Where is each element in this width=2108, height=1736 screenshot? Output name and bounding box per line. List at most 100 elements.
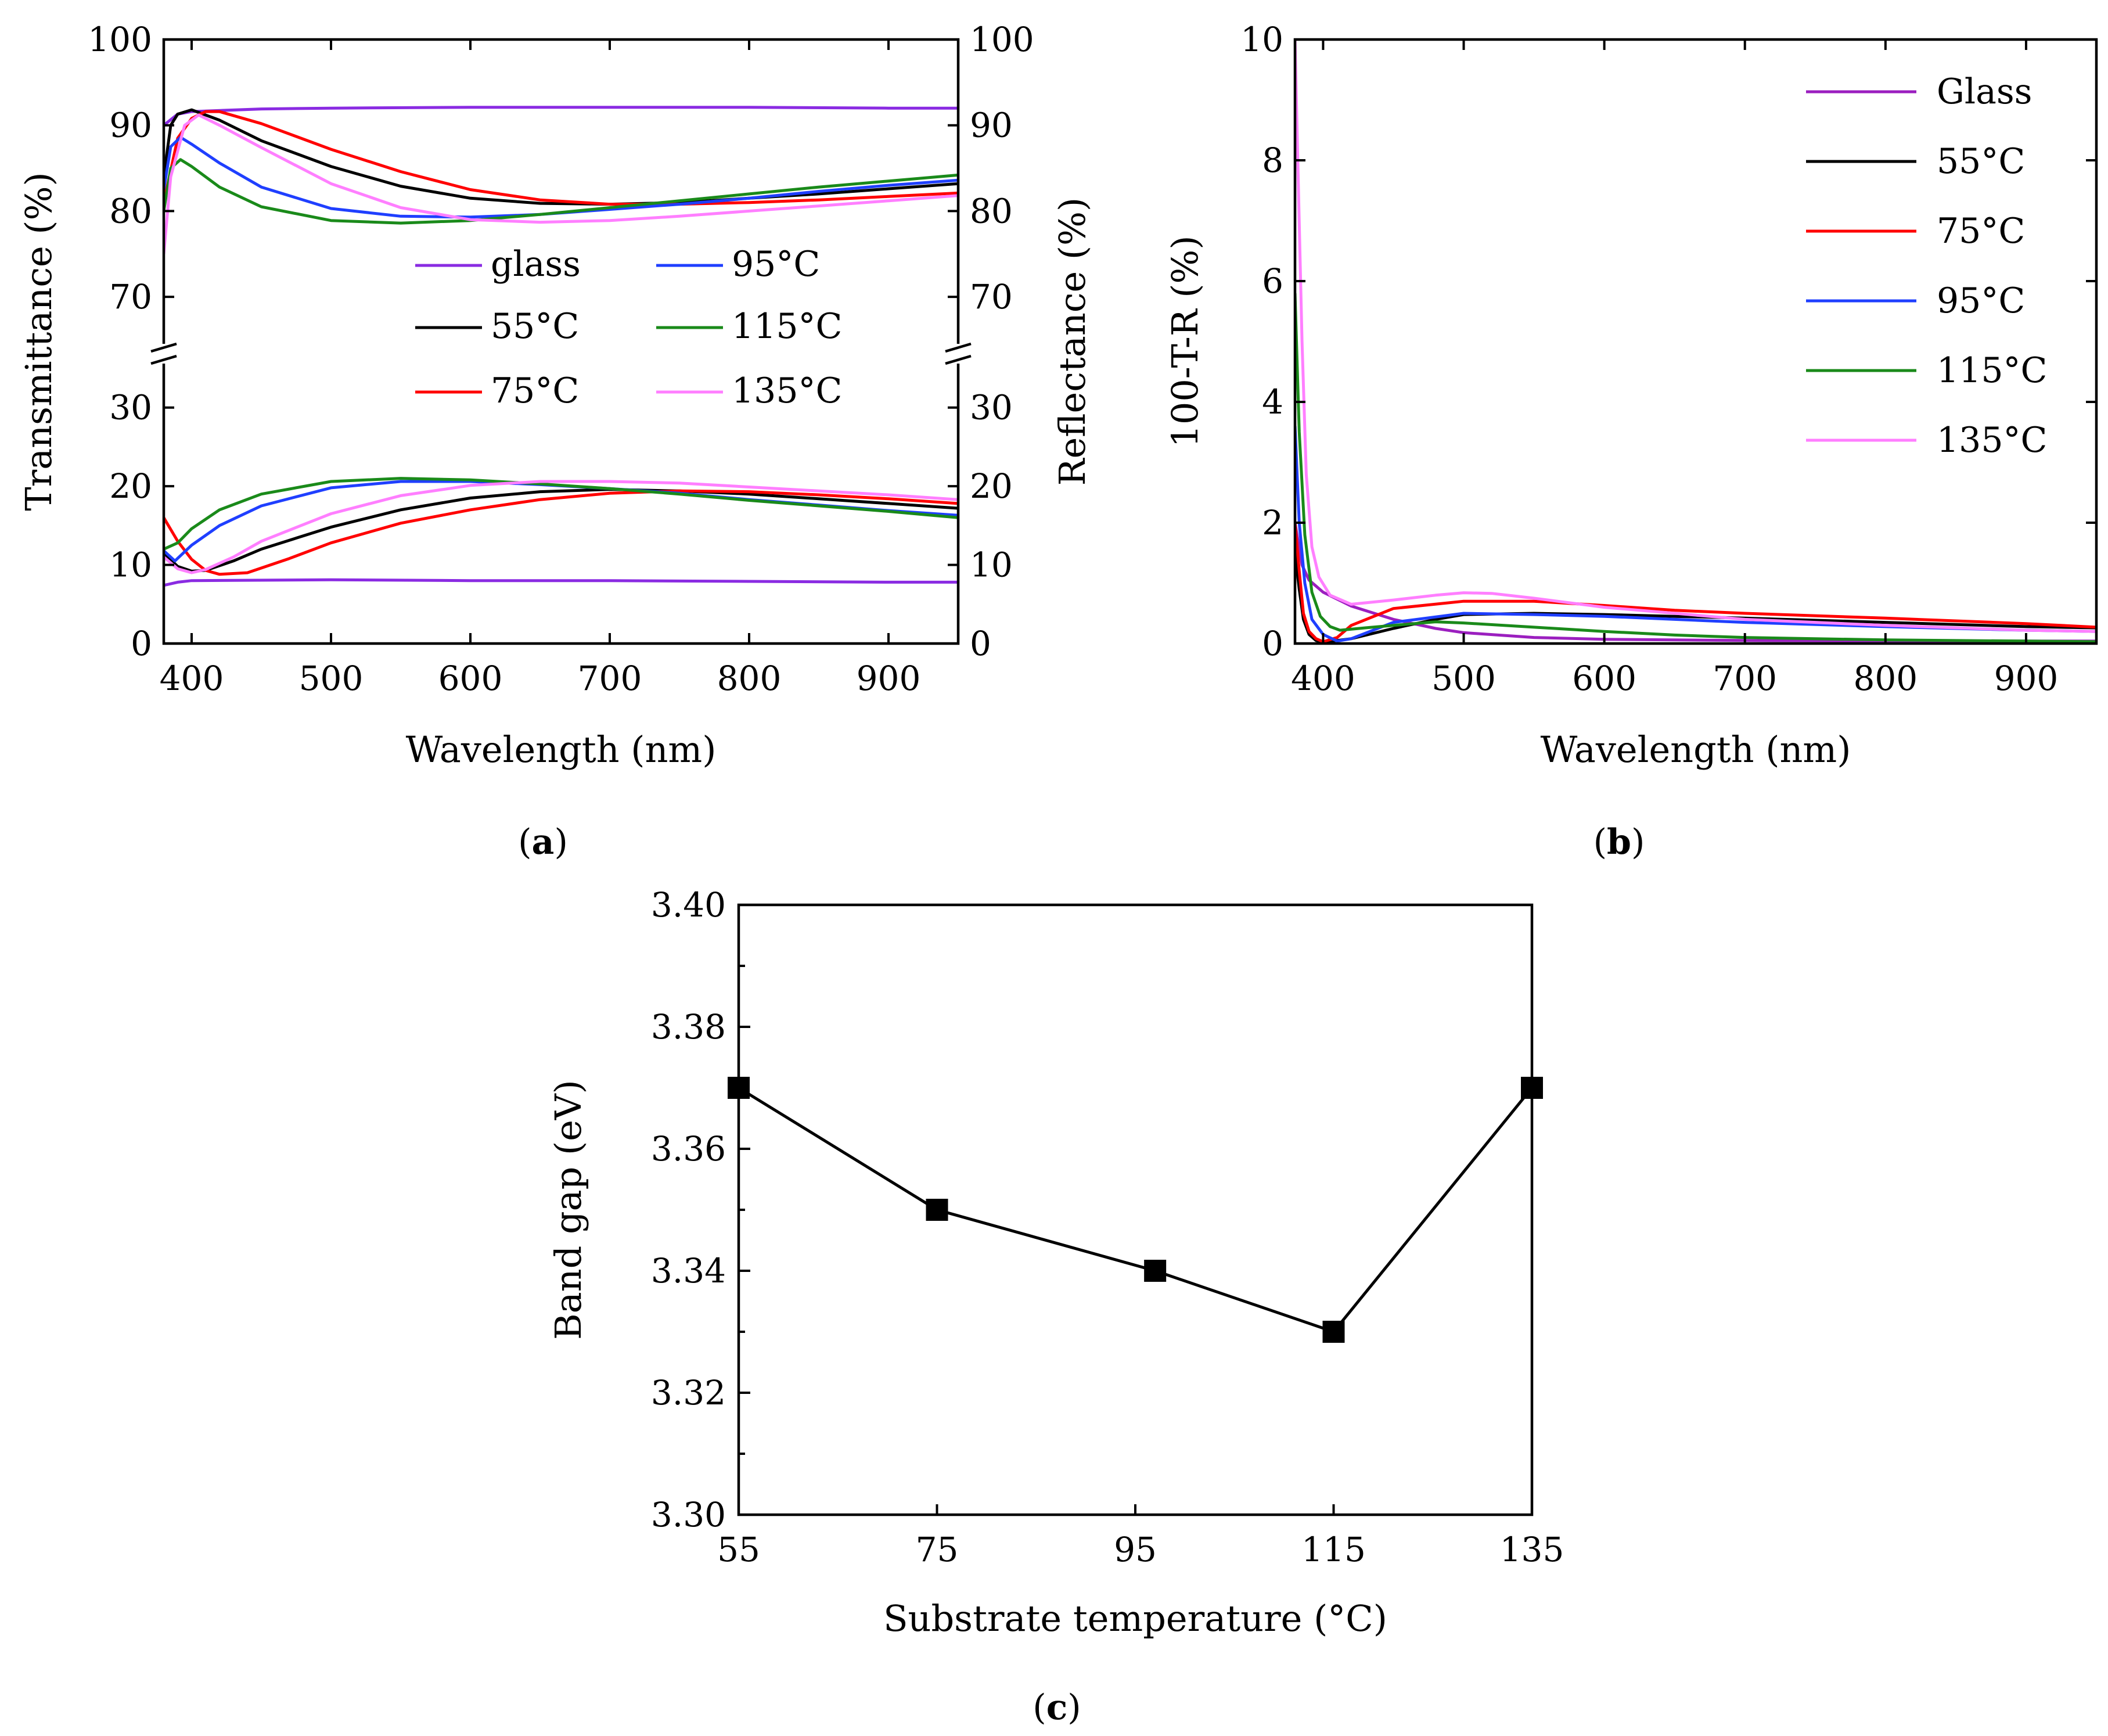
panel-a-transmittance-line-0: [164, 106, 958, 127]
panel-c-x-tick-label: 75: [916, 1530, 959, 1569]
panel-a-right-y-tick-label: 70: [970, 277, 1013, 317]
panel-a-legend-label: glass: [491, 244, 581, 285]
panel-a-legend-label: 75°C: [491, 371, 579, 411]
panel-a-y-tick-label: 80: [109, 191, 152, 231]
panel-c-y-tick-label: 3.40: [651, 885, 726, 925]
panel-c-plot-area: [728, 1077, 1543, 1343]
panel-b-y-tick-label: 8: [1262, 141, 1283, 180]
panel-b-x-tick-label: 700: [1713, 659, 1777, 698]
panel-a-y-tick-label: 70: [109, 277, 152, 317]
panel-c-data-point: [926, 1199, 948, 1221]
panel-a-axis-break-mark-right-1: [945, 342, 972, 353]
panel-b-y-axis-label: 100-T-R (%): [1164, 235, 1206, 447]
panel-a-plot-area: [164, 106, 958, 587]
panel-b-axes: 400 500 600 700 800 900 0 2 4 6 8 10: [1240, 20, 2096, 698]
panel-a-right-y-tick-label: 10: [970, 545, 1013, 585]
panel-a-y-tick-label: 100: [88, 20, 152, 59]
panel-a-transmittance-line-5: [164, 113, 958, 254]
panel-b-line-4: [1295, 293, 2096, 644]
panel-c-caption-letter: c: [1046, 1687, 1068, 1728]
panel-a-x-tick-label: 900: [857, 659, 921, 698]
panel-c-data-point: [1322, 1321, 1345, 1343]
panel-a-y-tick-label: 90: [109, 106, 152, 145]
panel-b-legend-label: 135°C: [1937, 420, 2047, 461]
panel-b-plot-area: [1295, 39, 2096, 644]
panel-a-legend-label: 115°C: [732, 306, 842, 347]
panel-a-legend: glass 55°C 75°C 95°C 115°C 135°C: [415, 244, 842, 411]
panel-a-y-axis-label: Transmittance (%): [17, 172, 60, 511]
panel-b-line-3: [1295, 426, 2096, 643]
panel-c-x-tick-label: 55: [717, 1530, 760, 1569]
panel-c-y-axis-label: Band gap (eV): [547, 1080, 589, 1340]
panel-a-reflectance-line-5: [164, 480, 958, 574]
panel-b-legend-label: 95°C: [1937, 281, 2025, 321]
panel-b-legend-label: 115°C: [1937, 350, 2047, 391]
panel-a-axis-break-mark-left-1: [150, 342, 177, 353]
panel-b-x-tick-label: 900: [1994, 659, 2059, 698]
panel-a-right-y-tick-label: 30: [970, 388, 1013, 427]
panel-a-x-tick-label: 800: [717, 659, 782, 698]
panel-c-data-point: [1144, 1260, 1167, 1282]
panel-a-reflectance-line-2: [164, 489, 958, 576]
panel-c-axes: 55 75 95 115 135 3.30 3.32 3.34 3.36 3.38 3.40: [651, 885, 1564, 1569]
panel-c-x-tick-label: 115: [1301, 1530, 1366, 1569]
panel-a-right-y-tick-label: 20: [970, 466, 1013, 506]
panel-b-y-tick-label: 2: [1262, 503, 1283, 542]
panel-b-x-tick-label: 400: [1291, 659, 1355, 698]
panel-a-caption-letter: a: [532, 822, 555, 862]
panel-a-right-y-axis-label: Reflectance (%): [1051, 197, 1093, 486]
panel-b-legend: Glass 55°C 75°C 95°C 115°C 135°C: [1806, 71, 2047, 461]
panel-a-right-y-tick-label: 0: [970, 624, 991, 663]
panel-b-line-2: [1295, 522, 2096, 644]
panel-c-frame: [737, 903, 1534, 1516]
panel-a-reflectance-line-0: [164, 578, 958, 587]
panel-a-legend-label: 135°C: [732, 371, 842, 411]
panel-b-y-tick-label: 0: [1262, 624, 1283, 663]
panel-b-legend-label: Glass: [1937, 71, 2032, 112]
panel-a-y-tick-label: 20: [109, 466, 152, 506]
panel-b-legend-label: 55°C: [1937, 141, 2025, 182]
panel-c-y-tick-label: 3.30: [651, 1495, 726, 1534]
panel-c-y-tick-label: 3.38: [651, 1007, 726, 1047]
panel-b-line-5: [1295, 39, 2096, 633]
panel-b-caption-letter: b: [1607, 822, 1631, 862]
panel-a-y-tick-label: 0: [131, 624, 152, 663]
panel-a-reflectance-line-4: [164, 477, 958, 551]
panel-b-series-group: [1295, 39, 2096, 644]
panel-a-x-tick-label: 700: [578, 659, 642, 698]
panel-a-right-y-tick-label: 100: [970, 20, 1034, 59]
panel-c-x-tick-label: 95: [1114, 1530, 1157, 1569]
panel-c-y-tick-label: 3.36: [651, 1129, 726, 1169]
panel-a-legend-label: 55°C: [491, 306, 579, 347]
panel-b-x-tick-label: 800: [1853, 659, 1918, 698]
panel-a-series-group: [164, 106, 958, 587]
panel-c-caption: (c): [1033, 1687, 1081, 1728]
panel-a-right-y-tick-label: 80: [970, 191, 1013, 231]
panel-c-data-point: [1521, 1077, 1543, 1099]
panel-a-x-axis-label: Wavelength (nm): [406, 728, 717, 771]
panel-b-x-tick-label: 600: [1572, 659, 1636, 698]
panel-b-x-tick-label: 500: [1431, 659, 1496, 698]
panel-a-x-tick-label: 600: [438, 659, 503, 698]
panel-a-axis-break-mark-left-2: [150, 354, 177, 365]
panel-a-caption: (a): [518, 822, 568, 862]
panel-b-absorptance: 400 500 600 700 800 900 0 2 4 6 8 10 Wavelength (nm…: [1164, 20, 2098, 862]
panel-a-y-tick-label: 30: [109, 388, 152, 427]
panel-a-transmittance-reflectance: 400 500 600 700 800 900 70 70 80 80 90 90 100 100 0 0 10…: [17, 20, 1093, 862]
panel-c-band-gap: 55 75 95 115 135 3.30 3.32 3.34 3.36 3.38 3.40 Sub…: [547, 885, 1564, 1728]
panel-c-x-axis-label: Substrate temperature (°C): [883, 1597, 1387, 1640]
panel-a-axes: 400 500 600 700 800 900 70 70 80 80 90 90 100 100 0 0 10…: [88, 20, 1034, 698]
panel-b-caption: (b): [1593, 822, 1645, 862]
panel-a-axis-break-mark-right-2: [945, 354, 972, 365]
panel-c-series-line: [738, 1086, 1533, 1334]
panel-b-x-axis-label: Wavelength (nm): [1541, 728, 1851, 771]
panel-c-x-tick-label: 135: [1500, 1530, 1564, 1569]
panel-a-transmittance-line-4: [164, 158, 958, 225]
panel-a-y-tick-label: 10: [109, 545, 152, 585]
panel-c-y-tick-label: 3.32: [651, 1373, 726, 1412]
panel-a-legend-label: 95°C: [732, 244, 820, 285]
panel-a-x-tick-label: 500: [299, 659, 364, 698]
panel-c-y-tick-label: 3.34: [651, 1251, 726, 1291]
panel-a-frame: [162, 38, 960, 645]
